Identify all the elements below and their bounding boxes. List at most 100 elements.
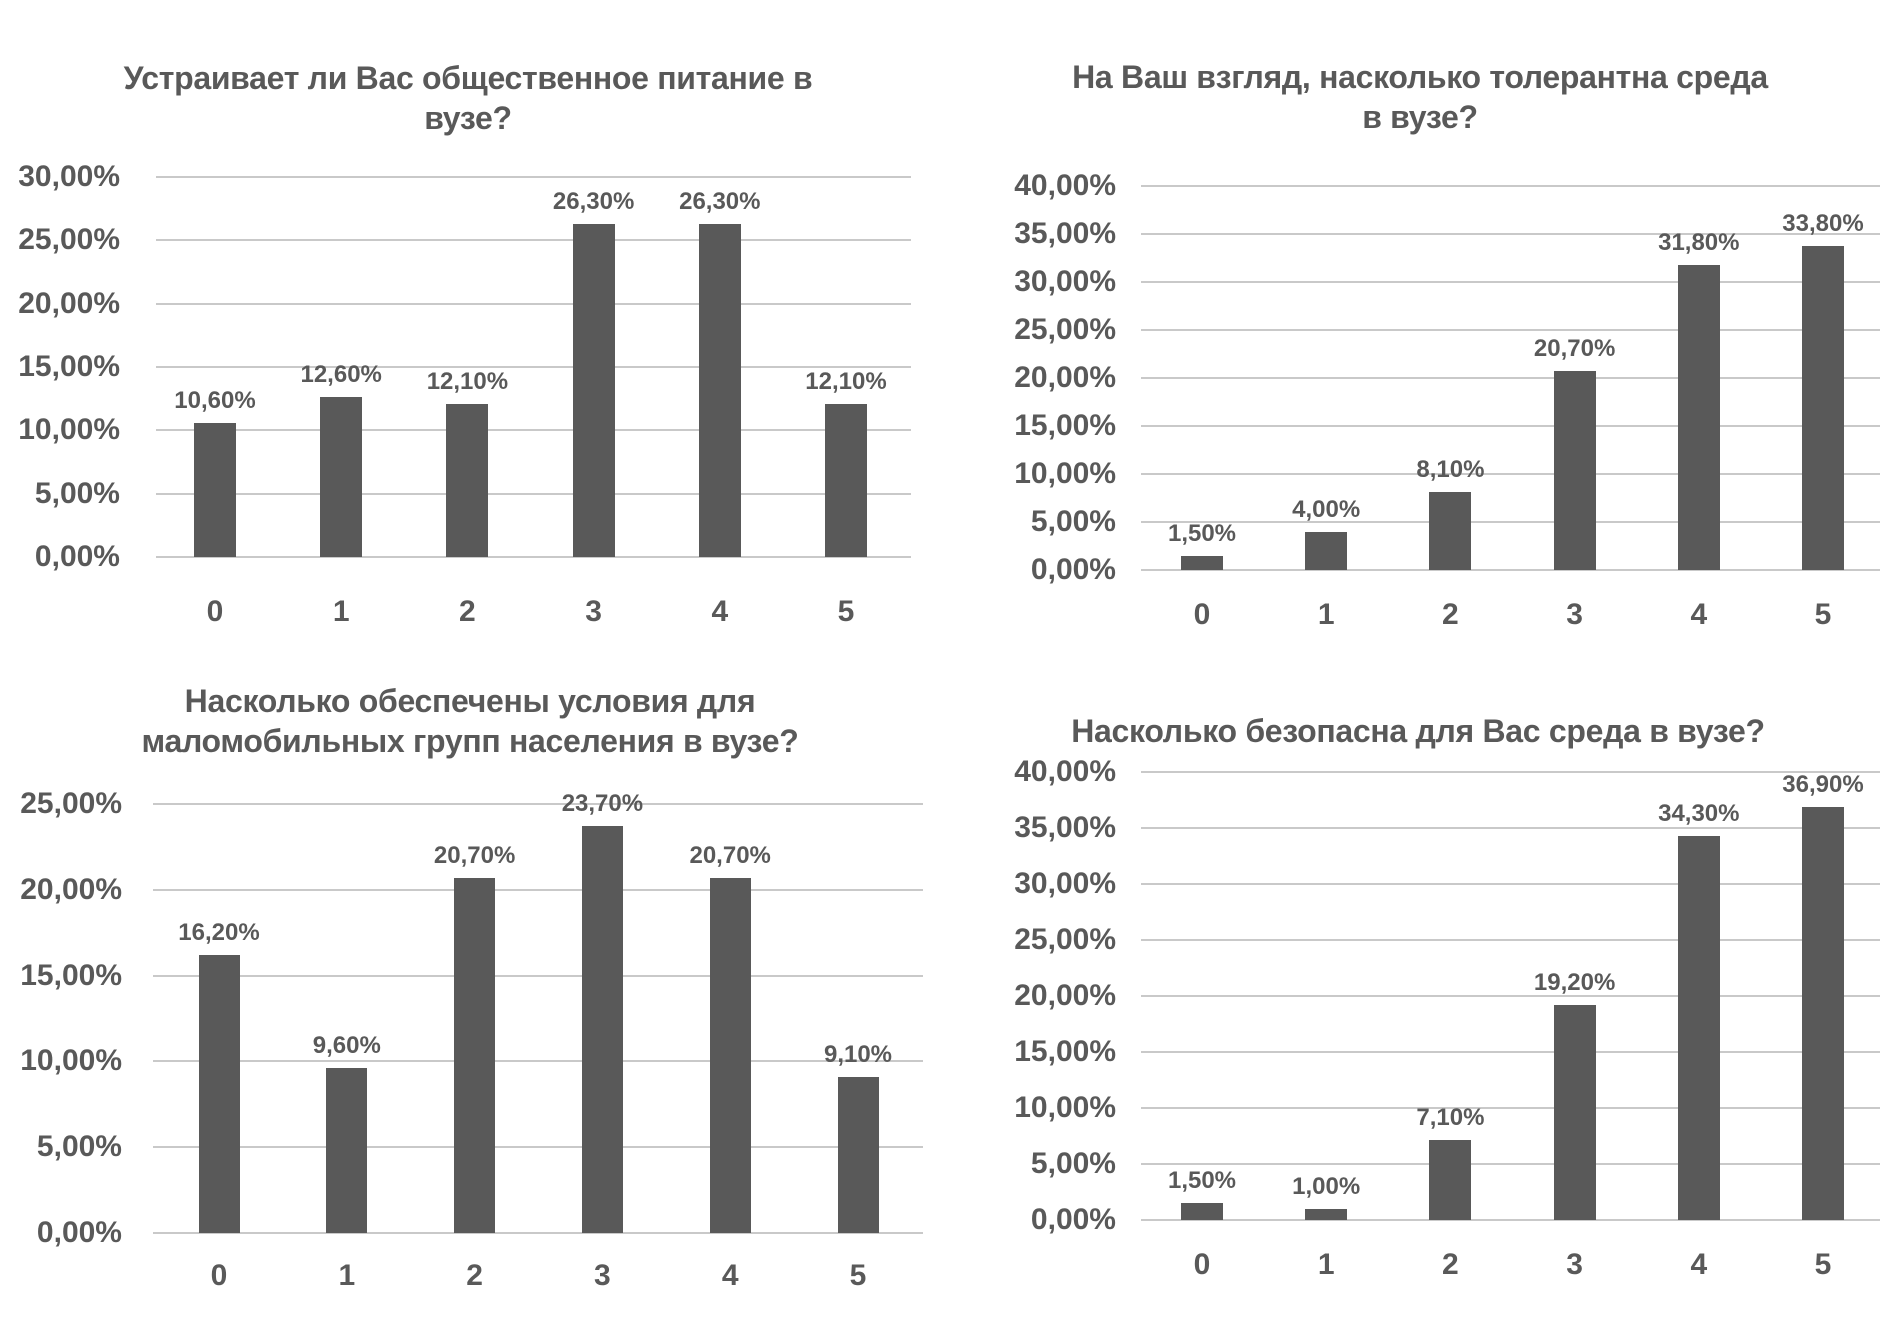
y-axis-tick-label: 40,00% (1014, 169, 1116, 202)
x-axis-category-label: 4 (721, 1259, 739, 1292)
bar-category-0 (194, 422, 236, 557)
chart-title-line: в вузе? (1362, 99, 1478, 135)
bar-category-0 (1181, 555, 1223, 570)
bar-category-3 (572, 223, 615, 557)
bar-category-5 (1802, 245, 1844, 570)
y-axis-tick-label: 5,00% (1030, 1147, 1116, 1180)
chart-tolerance: На Ваш взгляд, насколько толерантна сред… (945, 0, 1890, 670)
gridline (1141, 1219, 1880, 1221)
y-axis-tick-label: 20,00% (20, 872, 122, 906)
gridline (1141, 185, 1880, 187)
x-axis-category-label: 2 (1442, 1248, 1459, 1281)
chart-title-line: Насколько безопасна для Вас среда в вузе… (1071, 713, 1765, 749)
x-axis-category-label: 0 (1193, 598, 1211, 631)
gridline (156, 176, 911, 178)
bar-value-label: 4,00% (1292, 495, 1361, 523)
bar-category-5 (837, 1076, 879, 1233)
bar-value-label: 23,70% (561, 790, 644, 818)
chart-catering: Устраивает ли Вас общественное питание в… (0, 0, 945, 670)
y-axis-tick-label: 25,00% (1014, 313, 1116, 346)
y-axis-tick-label: 10,00% (20, 1044, 122, 1078)
x-axis-category-label: 3 (594, 1259, 611, 1292)
x-axis-category-label: 0 (206, 595, 224, 628)
x-axis-category-label: 3 (585, 595, 602, 628)
gridline (153, 974, 923, 977)
gridline (1141, 233, 1880, 235)
bar-category-1 (1305, 531, 1348, 570)
y-axis-tick-label: 25,00% (18, 223, 120, 257)
y-axis-tick-label: 0,00% (36, 1216, 122, 1249)
x-axis-category-label: 2 (466, 1259, 483, 1292)
chart-title-line: Насколько обеспечены условия для (184, 683, 756, 719)
bar-value-label: 12,10% (426, 367, 509, 395)
y-axis-tick-label: 20,00% (1014, 361, 1116, 394)
chart-title: Насколько обеспечены условия для маломоби… (142, 681, 799, 761)
y-axis-tick-label: 5,00% (34, 476, 120, 510)
chart-safety: Насколько безопасна для Вас среда в вузе… (945, 670, 1890, 1339)
gridline (1141, 1107, 1880, 1109)
bar-value-label: 20,70% (433, 841, 516, 869)
gridline (1141, 1163, 1880, 1165)
bar-value-label: 12,60% (300, 361, 382, 389)
x-axis-category-label: 5 (1814, 1248, 1832, 1281)
gridline (156, 302, 911, 305)
y-axis-tick-label: 30,00% (1014, 265, 1116, 298)
bar-value-label: 19,20% (1533, 968, 1616, 996)
bar-value-label: 1,00% (1292, 1172, 1361, 1200)
y-axis-tick-label: 5,00% (36, 1130, 122, 1164)
x-axis-category-label: 3 (1566, 1248, 1583, 1281)
gridline (153, 1060, 923, 1063)
bar-category-4 (709, 877, 751, 1233)
bar-category-3 (1553, 371, 1596, 570)
bar-category-4 (1677, 835, 1720, 1220)
x-axis-category-label: 4 (711, 595, 729, 628)
chart-title-line: вузе? (424, 100, 512, 136)
x-axis-category-label: 5 (837, 595, 855, 628)
bar-value-label: 36,90% (1782, 770, 1864, 798)
bar-category-3 (1553, 1004, 1596, 1220)
chart-title: Устраивает ли Вас общественное питание в… (124, 58, 813, 138)
y-axis-tick-label: 15,00% (18, 350, 120, 383)
bar-value-label: 33,80% (1782, 209, 1864, 237)
bar-value-label: 26,30% (552, 187, 635, 215)
bar-value-label: 26,30% (679, 187, 761, 215)
y-axis-tick-label: 30,00% (1014, 867, 1116, 900)
bar-category-2 (1429, 1140, 1472, 1220)
y-axis-tick-label: 15,00% (20, 958, 122, 992)
y-axis-tick-label: 0,00% (1030, 1203, 1116, 1236)
bar-value-label: 8,10% (1416, 456, 1485, 484)
bar-category-0 (1181, 1203, 1223, 1220)
gridline (153, 888, 923, 891)
gridline (1141, 569, 1880, 571)
bar-category-1 (320, 397, 363, 557)
bar-value-label: 9,60% (312, 1032, 381, 1060)
y-axis-tick-label: 10,00% (1014, 1091, 1116, 1124)
gridline (1141, 771, 1880, 773)
bar-value-label: 20,70% (689, 841, 771, 869)
bar-category-4 (1677, 264, 1720, 570)
gridline (153, 1232, 923, 1234)
bar-value-label: 12,10% (805, 367, 887, 395)
gridline (156, 366, 911, 368)
bar-value-label: 31,80% (1658, 228, 1740, 256)
y-axis-tick-label: 25,00% (20, 787, 122, 820)
chart-title-line: маломобильных групп населения в вузе? (141, 723, 799, 759)
bar-category-5 (1802, 806, 1844, 1220)
x-axis-category-label: 1 (1317, 1248, 1335, 1281)
y-axis-tick-label: 20,00% (1014, 979, 1116, 1012)
bar-category-5 (825, 403, 867, 557)
x-axis-category-label: 0 (1193, 1248, 1211, 1281)
x-axis-category-label: 5 (849, 1259, 867, 1292)
x-axis-category-label: 1 (332, 595, 350, 628)
bar-category-4 (698, 223, 741, 557)
bar-category-2 (1429, 492, 1472, 570)
y-axis-tick-label: 35,00% (1014, 811, 1116, 844)
x-axis-category-label: 1 (1317, 598, 1335, 631)
gridline (153, 803, 923, 805)
chart-title-line: Устраивает ли Вас общественное питание в (123, 60, 813, 96)
bar-value-label: 9,10% (823, 1040, 893, 1068)
x-axis-category-label: 1 (338, 1259, 356, 1292)
bar-value-label: 1,50% (1167, 1167, 1237, 1195)
x-axis-category-label: 0 (210, 1259, 228, 1292)
y-axis-tick-label: 35,00% (1014, 217, 1116, 250)
